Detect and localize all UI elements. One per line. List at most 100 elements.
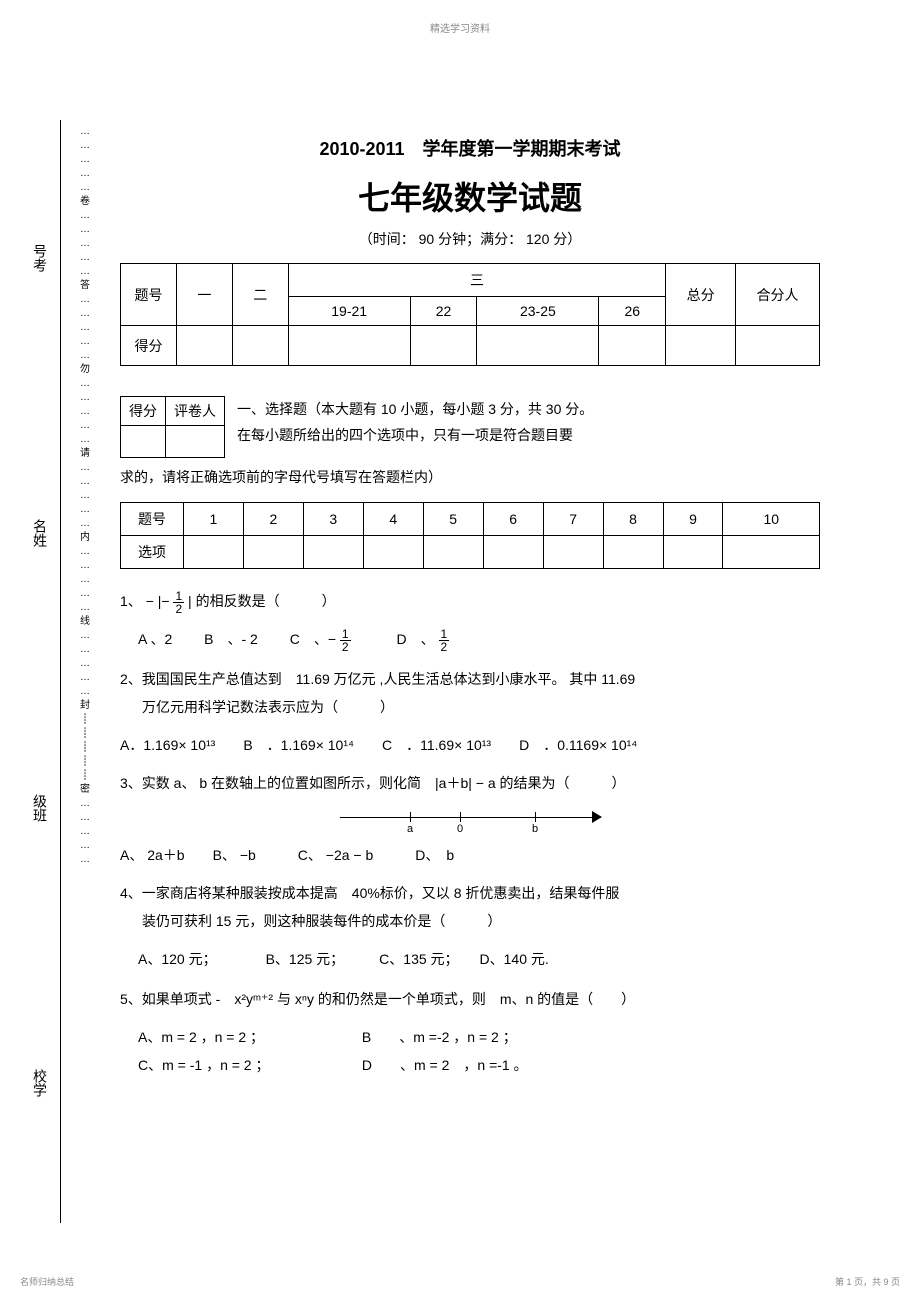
ans-col-10: 10 [723,503,820,536]
q4-line1: 4、一家商店将某种服装按成本提高 40%标价，又以 8 折优惠卖出，结果每件服 [120,885,619,901]
tick-b [535,812,536,822]
mini-blank [121,426,166,458]
ans-blank [543,536,603,569]
cell-three: 三 [288,264,666,297]
exam-title: 七年级数学试题 [120,173,820,219]
answer-grid-table: 题号 1 2 3 4 5 6 7 8 9 10 选项 [120,502,820,569]
cell-score-label: 得分 [121,326,177,366]
q5-opt-d: D 、m = 2 ，n =-1 。 [362,1057,528,1073]
ans-blank [303,536,363,569]
question-4: 4、一家商店将某种服装按成本提高 40%标价，又以 8 折优惠卖出，结果每件服 … [120,879,820,935]
cell-26: 26 [599,297,666,326]
frac-den: 2 [340,641,351,653]
frac-num: 1 [340,628,351,641]
ans-col-8: 8 [603,503,663,536]
cell-1921: 19-21 [288,297,410,326]
cell-grader: 合分人 [736,264,820,326]
cell-label-no: 题号 [121,264,177,326]
v-label-class: 级班 [20,794,50,822]
ans-col-7: 7 [543,503,603,536]
ans-blank [483,536,543,569]
time-score-info: （时间： 90 分钟；满分： 120 分） [120,229,820,249]
frac-num: 1 [173,590,184,603]
lbl-zero: 0 [457,823,463,835]
ans-col-6: 6 [483,503,543,536]
v-label-school: 校学 [20,1069,50,1097]
section-text-b: 在每小题所给出的四个选项中，只有一项是符合题目要 [237,427,573,443]
frac-den: 2 [173,603,184,615]
ans-blank [663,536,723,569]
ans-blank [243,536,303,569]
ans-blank [183,536,243,569]
number-line-diagram: a 0 b [340,807,600,837]
cell-one: 一 [176,264,232,326]
frac-den: 2 [439,641,450,653]
cell-blank [288,326,410,366]
q1-opt-a: A 、2 [138,631,172,647]
q1-text-a: − |− [146,593,170,609]
q1-opt-c-pre: C 、− [290,631,336,647]
q4-line2: 装仍可获利 15 元，则这种服装每件的成本价是（ ） [120,913,501,929]
ans-col-5: 5 [423,503,483,536]
v-label-exam-no: 号考 [20,244,50,272]
ans-blank [723,536,820,569]
q1-opt-d-frac: 12 [439,628,450,653]
ans-blank [363,536,423,569]
ans-col-2: 2 [243,503,303,536]
cell-blank [666,326,736,366]
q4-options: A、120 元； B、125 元； C、135 元； D、140 元. [120,945,820,973]
mini-blank [166,426,225,458]
ans-blank [603,536,663,569]
cell-blank [736,326,820,366]
main-content: 2010-2011 学年度第一学期期末考试 七年级数学试题 （时间： 90 分钟… [120,35,820,1079]
answer-head: 题号 [121,503,184,536]
q2-options: A．1.169× 10¹³ B ．1.169× 10¹⁴ C ．11.69× 1… [120,731,820,759]
question-5: 5、如果单项式 - x²yᵐ⁺² 与 xⁿy 的和仍然是一个单项式，则 m、n … [120,985,820,1013]
cell-blank [176,326,232,366]
frac-num: 1 [439,628,450,641]
section-1-instructions: 一、选择题（本大题有 10 小题，每小题 3 分，共 30 分。 在每小题所给出… [237,396,820,448]
cell-blank [477,326,599,366]
academic-year-subtitle: 2010-2011 学年度第一学期期末考试 [120,135,820,161]
footer-page-number: 第 1 页，共 9 页 [835,1275,900,1288]
dotted-seal-line: … … … … … 卷 … … … … … 答 … … … … … 勿 … … … [75,125,95,867]
lbl-a: a [407,823,413,835]
mini-score-label: 得分 [121,397,166,426]
q1-opt-b: B 、- 2 [204,631,258,647]
question-1: 1、 − |− 12 | 的相反数是（ ） [120,587,820,615]
page-header-small: 精选学习资料 [0,0,920,35]
ans-blank [423,536,483,569]
numline-axis [340,817,600,818]
tick-a [410,812,411,822]
ans-col-3: 3 [303,503,363,536]
lbl-b: b [532,823,538,835]
cell-blank [232,326,288,366]
q1-prefix: 1、 [120,593,142,609]
tick-zero [460,812,461,822]
q1-options: A 、2 B 、- 2 C 、− 12 D 、 12 [120,625,820,653]
score-grader-mini-table: 得分 评卷人 [120,396,225,458]
q5-opt-b: B 、m =-2 ，n = 2 ； [362,1029,517,1045]
question-2: 2、我国国民生产总值达到 11.69 万亿元 ,人民生活总体达到小康水平。 其中… [120,665,820,721]
ans-col-4: 4 [363,503,423,536]
q5-opt-c: C、m = -1 ，n = 2 ； [138,1051,358,1079]
q2-line2: 万亿元用科学记数法表示应为（ ） [120,699,394,715]
q1-opt-c-frac: 12 [340,628,351,653]
q3-options: A、 2a＋b B、 −b C、 −2a − b D、 b [120,841,820,869]
q5-options: A、m = 2 ，n = 2 ； B 、m =-2 ，n = 2 ； C、m =… [120,1023,820,1079]
score-summary-table: 题号 一 二 三 总分 合分人 19-21 22 23-25 26 得分 [120,263,820,366]
q3-numberline-wrap: a 0 b [120,807,820,837]
mini-grader-label: 评卷人 [166,397,225,426]
ans-col-9: 9 [663,503,723,536]
answer-row-label: 选项 [121,536,184,569]
cell-blank [599,326,666,366]
v-label-name: 名姓 [20,519,50,547]
q1-fraction: 12 [173,590,184,615]
section-text-c: 求的，请将正确选项前的字母代号填写在答题栏内） [120,464,820,490]
q1-opt-d-pre: D 、 [396,631,434,647]
q2-line1: 2、我国国民生产总值达到 11.69 万亿元 ,人民生活总体达到小康水平。 其中… [120,671,635,687]
q5-opt-a: A、m = 2 ，n = 2 ； [138,1023,358,1051]
cell-two: 二 [232,264,288,326]
numline-arrow-icon [592,811,602,823]
cell-2325: 23-25 [477,297,599,326]
